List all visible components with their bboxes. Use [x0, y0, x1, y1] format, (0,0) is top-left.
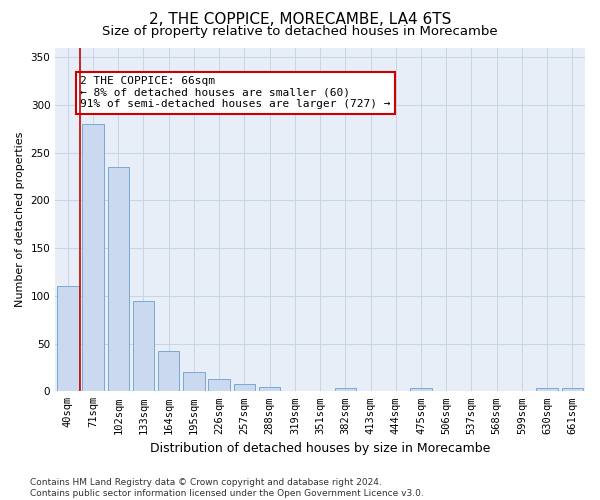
- Bar: [107, 167, 129, 392]
- Bar: [82, 124, 104, 392]
- Bar: [335, 388, 356, 392]
- Text: Size of property relative to detached houses in Morecambe: Size of property relative to detached ho…: [102, 25, 498, 38]
- Bar: [183, 372, 205, 392]
- Bar: [562, 388, 583, 392]
- Bar: [233, 384, 255, 392]
- Bar: [133, 300, 154, 392]
- Y-axis label: Number of detached properties: Number of detached properties: [15, 132, 25, 307]
- X-axis label: Distribution of detached houses by size in Morecambe: Distribution of detached houses by size …: [150, 442, 490, 455]
- Bar: [536, 388, 558, 392]
- Bar: [208, 379, 230, 392]
- Bar: [410, 388, 432, 392]
- Bar: [259, 386, 280, 392]
- Text: Contains HM Land Registry data © Crown copyright and database right 2024.
Contai: Contains HM Land Registry data © Crown c…: [30, 478, 424, 498]
- Text: 2, THE COPPICE, MORECAMBE, LA4 6TS: 2, THE COPPICE, MORECAMBE, LA4 6TS: [149, 12, 451, 28]
- Bar: [57, 286, 79, 392]
- Bar: [158, 351, 179, 392]
- Text: 2 THE COPPICE: 66sqm
← 8% of detached houses are smaller (60)
91% of semi-detach: 2 THE COPPICE: 66sqm ← 8% of detached ho…: [80, 76, 391, 110]
